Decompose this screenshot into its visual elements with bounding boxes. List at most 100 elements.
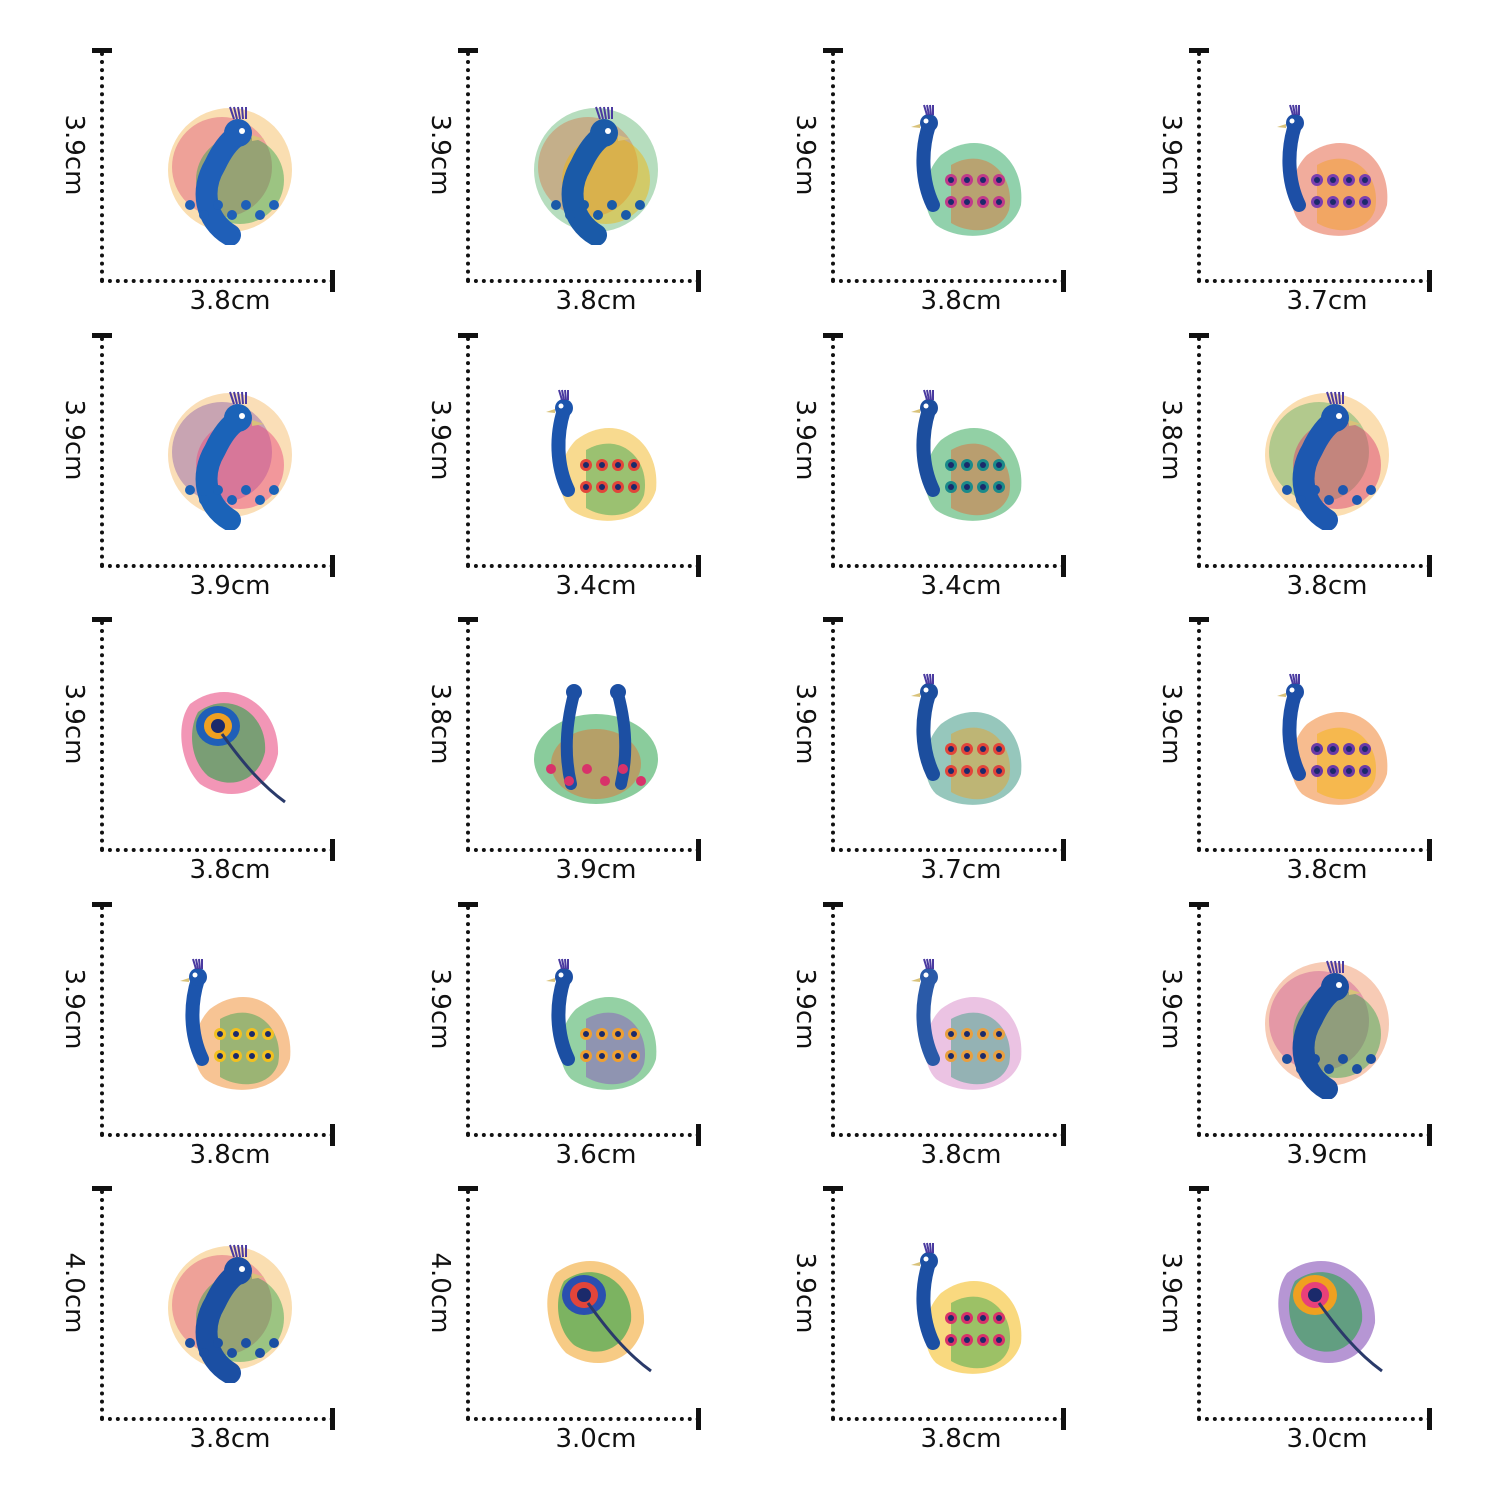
width-ruler <box>466 1417 700 1421</box>
peacock-pair-illustration <box>534 684 658 804</box>
height-ruler <box>831 906 835 1136</box>
width-label: 3.0cm <box>1286 1424 1368 1454</box>
height-ruler <box>1197 52 1201 282</box>
width-ruler <box>100 564 334 568</box>
width-label: 3.8cm <box>1286 855 1368 885</box>
peacock-standing-illustration <box>911 104 1022 236</box>
peacock-standing-illustration <box>911 1242 1022 1374</box>
height-ruler <box>1197 337 1201 567</box>
peacock-head-illustration <box>534 106 658 245</box>
sticker-cell: 3.9cm 3.8cm <box>366 0 732 316</box>
sticker-cell: 3.9cm 3.7cm <box>1097 0 1463 316</box>
width-ruler <box>831 1133 1065 1137</box>
height-ruler <box>831 621 835 851</box>
sticker-cell: 3.9cm 3.8cm <box>0 0 366 316</box>
peacock-head-illustration <box>168 106 292 245</box>
peacock-standing-illustration <box>546 389 657 521</box>
height-ruler <box>100 1190 104 1420</box>
height-ruler-cap <box>1189 902 1209 907</box>
peacock-feather-illustration <box>1278 1261 1383 1373</box>
width-ruler-cap <box>1427 1124 1432 1146</box>
sticker-cell: 3.9cm 3.8cm <box>731 1138 1097 1454</box>
width-label: 3.0cm <box>555 1424 637 1454</box>
width-ruler-cap <box>330 1408 335 1430</box>
peacock-standing-illustration <box>911 673 1022 805</box>
peacock-feather-illustration <box>547 1261 652 1373</box>
width-ruler <box>1197 848 1431 852</box>
width-ruler-cap <box>696 270 701 292</box>
height-label: 3.8cm <box>425 683 455 765</box>
peacock-head-illustration <box>1265 391 1389 530</box>
sticker-cell: 3.9cm 3.8cm <box>1097 569 1463 885</box>
sticker-cell: 4.0cm 3.0cm <box>366 1138 732 1454</box>
height-ruler-cap <box>1189 1186 1209 1191</box>
width-ruler-cap <box>1061 839 1066 861</box>
height-ruler-cap <box>458 1186 478 1191</box>
width-ruler <box>1197 1133 1431 1137</box>
sticker-cell: 3.9cm 3.7cm <box>731 569 1097 885</box>
width-ruler <box>100 1133 334 1137</box>
width-ruler <box>100 1417 334 1421</box>
width-ruler <box>466 848 700 852</box>
width-ruler-cap <box>330 270 335 292</box>
height-label: 3.9cm <box>425 114 455 196</box>
sticker-cell: 3.9cm 3.9cm <box>1097 854 1463 1170</box>
height-ruler-cap <box>92 333 112 338</box>
height-ruler <box>831 337 835 567</box>
width-ruler-cap <box>696 1408 701 1430</box>
height-ruler-cap <box>92 617 112 622</box>
width-label: 3.8cm <box>920 286 1002 316</box>
sticker-cell: 4.0cm 3.8cm <box>0 1138 366 1454</box>
width-label: 3.8cm <box>920 1140 1002 1170</box>
width-label: 3.8cm <box>189 286 271 316</box>
height-label: 3.9cm <box>59 114 89 196</box>
sticker-cell: 3.9cm 3.6cm <box>366 854 732 1170</box>
width-ruler <box>1197 564 1431 568</box>
sticker-cell: 3.9cm 3.8cm <box>731 854 1097 1170</box>
width-ruler <box>466 1133 700 1137</box>
width-ruler-cap <box>1061 270 1066 292</box>
width-label: 3.8cm <box>555 286 637 316</box>
height-label: 3.9cm <box>790 114 820 196</box>
width-label: 3.8cm <box>189 1424 271 1454</box>
height-ruler-cap <box>1189 48 1209 53</box>
peacock-standing-illustration <box>546 958 657 1090</box>
height-label: 3.9cm <box>59 399 89 481</box>
height-label: 3.9cm <box>790 968 820 1050</box>
height-label: 3.9cm <box>59 683 89 765</box>
height-ruler <box>1197 1190 1201 1420</box>
height-ruler <box>466 337 470 567</box>
width-label: 3.9cm <box>1286 1140 1368 1170</box>
width-ruler <box>831 564 1065 568</box>
sticker-cell: 3.9cm 3.8cm <box>0 854 366 1170</box>
width-ruler-cap <box>1061 555 1066 577</box>
peacock-head-illustration <box>168 391 292 530</box>
height-ruler-cap <box>92 1186 112 1191</box>
width-label: 3.8cm <box>189 855 271 885</box>
width-ruler <box>831 848 1065 852</box>
width-ruler-cap <box>330 839 335 861</box>
width-label: 3.8cm <box>189 1140 271 1170</box>
sticker-cell: 3.9cm 3.8cm <box>0 569 366 885</box>
width-ruler-cap <box>696 1124 701 1146</box>
width-label: 3.7cm <box>920 855 1002 885</box>
height-ruler-cap <box>92 902 112 907</box>
width-ruler-cap <box>330 1124 335 1146</box>
sticker-cell: 3.9cm 3.0cm <box>1097 1138 1463 1454</box>
width-ruler-cap <box>1061 1408 1066 1430</box>
height-ruler-cap <box>92 48 112 53</box>
sticker-cell: 3.9cm 3.4cm <box>731 285 1097 601</box>
height-label: 3.9cm <box>790 683 820 765</box>
width-ruler-cap <box>696 839 701 861</box>
height-ruler <box>466 906 470 1136</box>
sticker-cell: 3.9cm 3.9cm <box>0 285 366 601</box>
height-ruler <box>100 906 104 1136</box>
width-ruler <box>100 848 334 852</box>
height-ruler-cap <box>458 333 478 338</box>
height-ruler <box>100 337 104 567</box>
height-ruler <box>466 52 470 282</box>
height-ruler <box>1197 621 1201 851</box>
height-ruler-cap <box>823 1186 843 1191</box>
height-ruler <box>831 52 835 282</box>
height-label: 4.0cm <box>425 1252 455 1334</box>
